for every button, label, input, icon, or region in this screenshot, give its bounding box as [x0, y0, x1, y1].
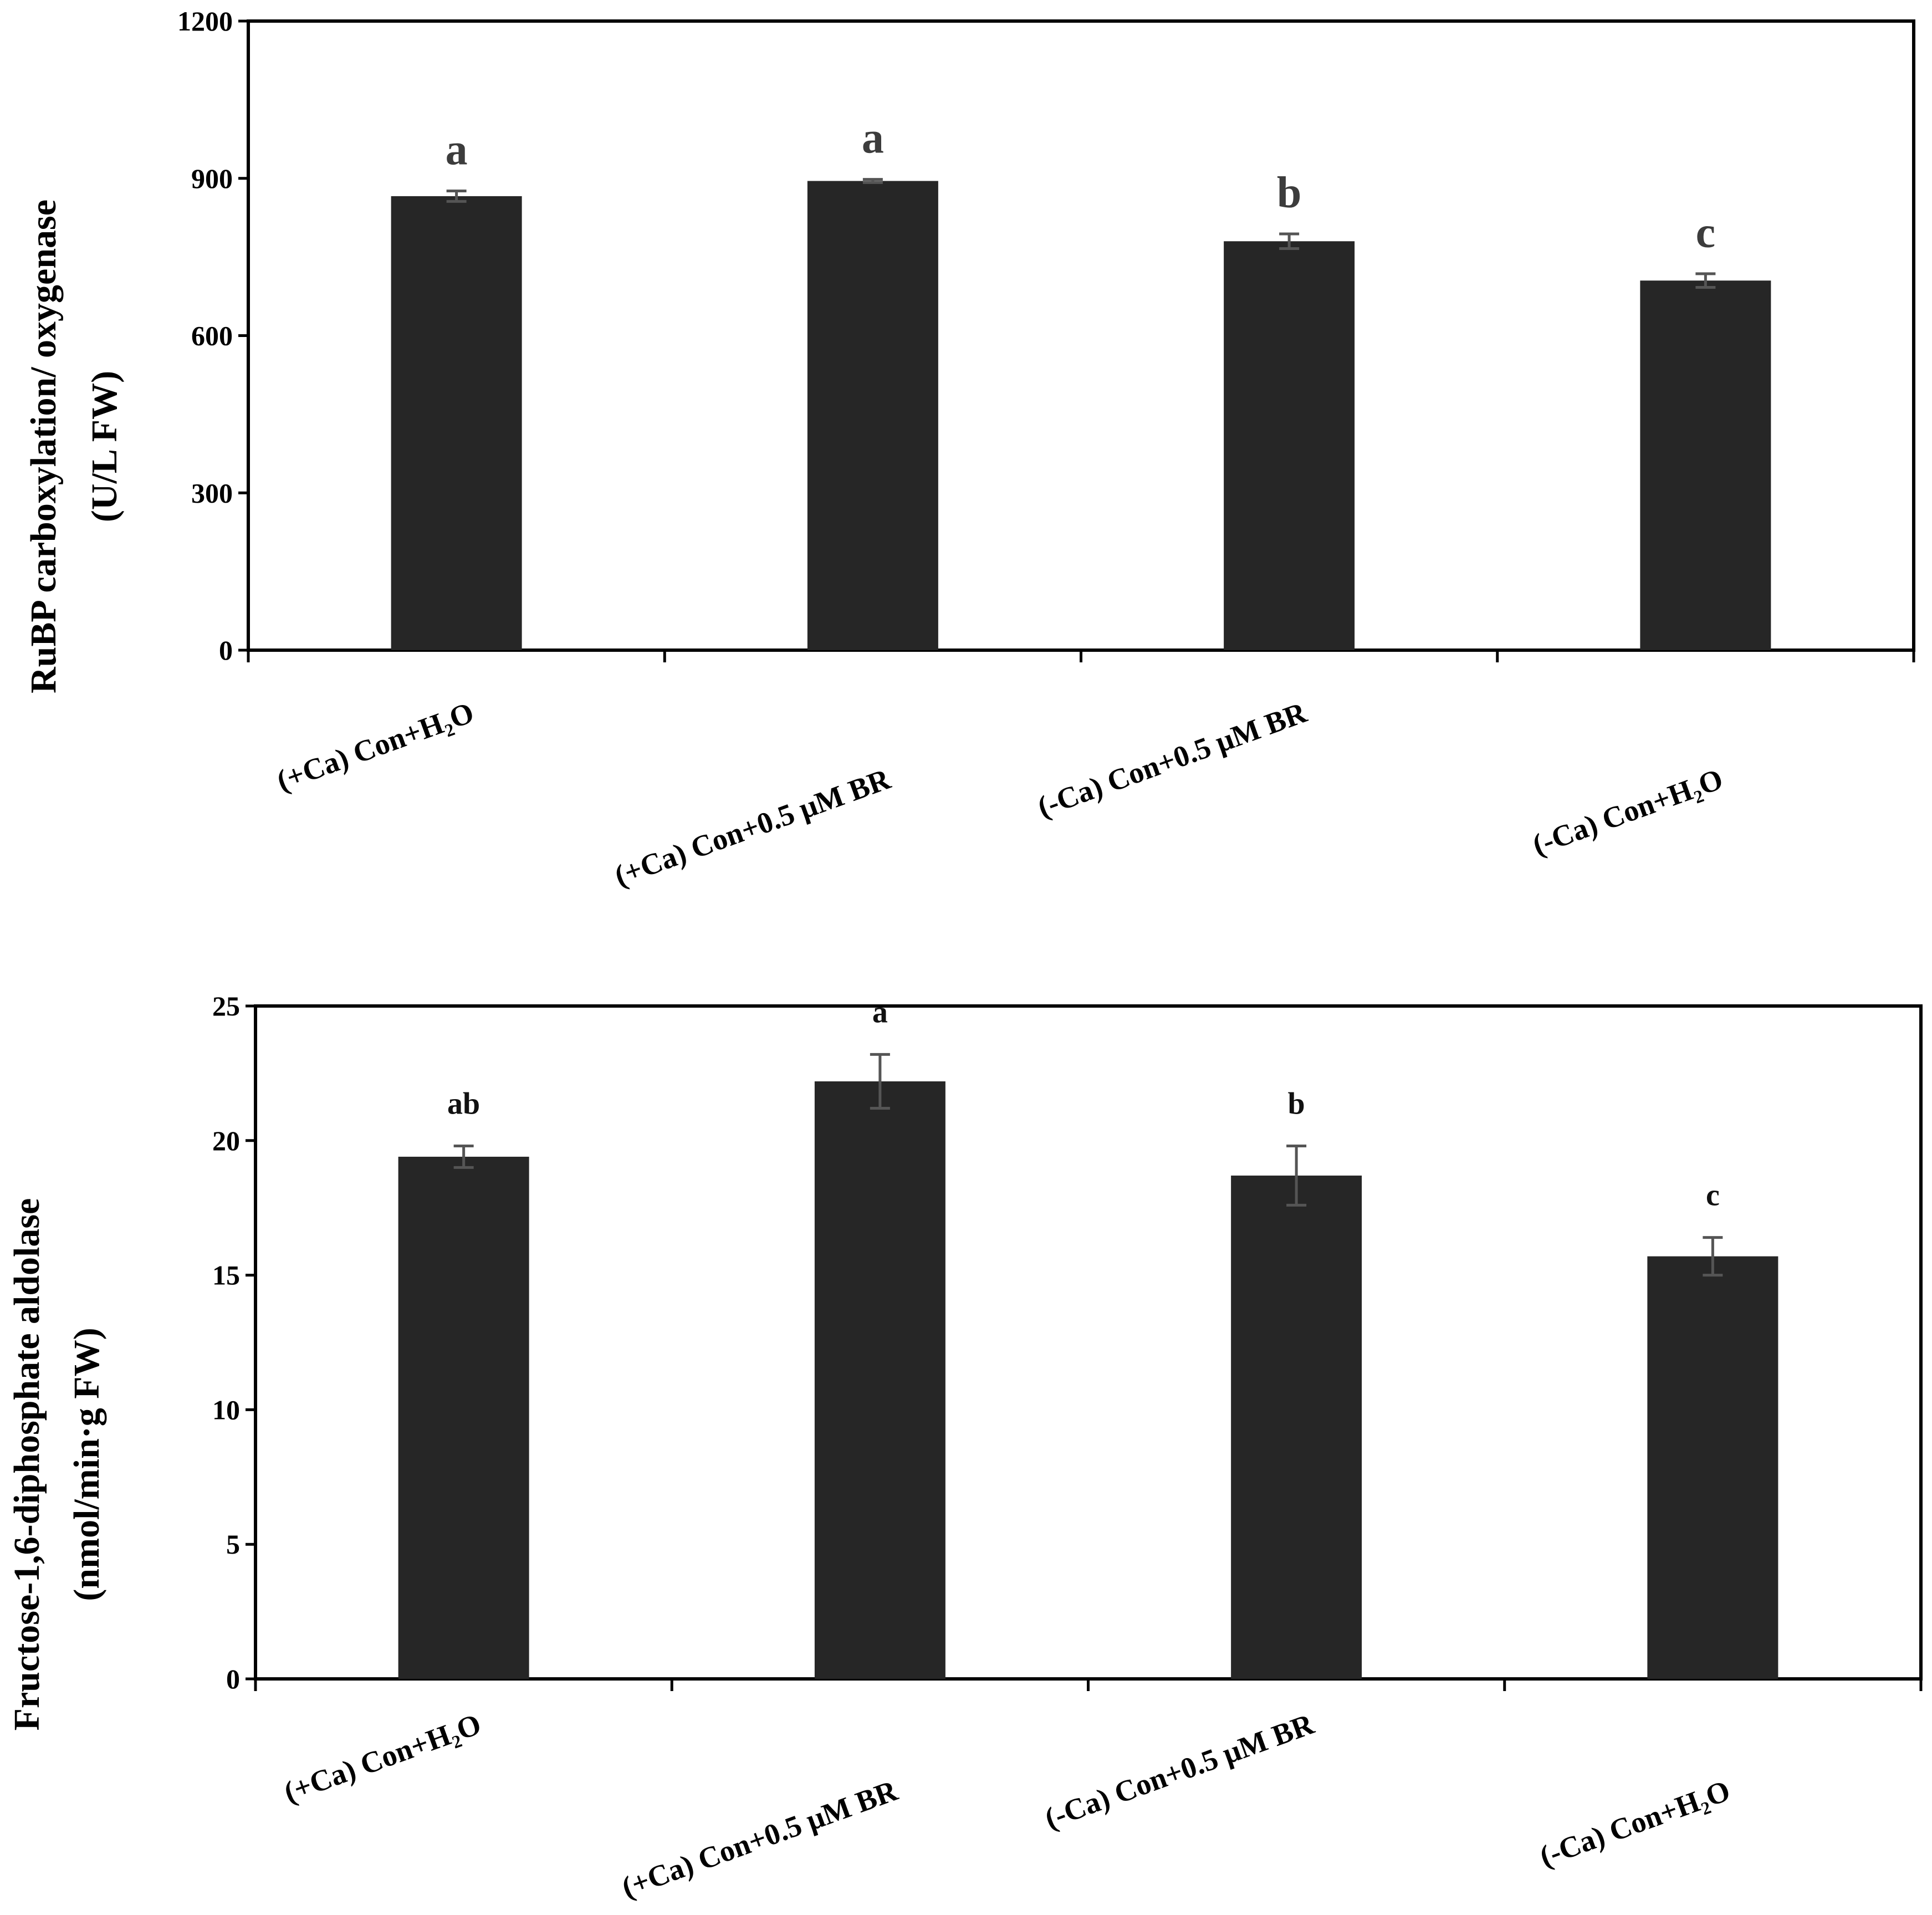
significance-letter: a [872, 995, 888, 1029]
rubp-chart-panel: 0 300 600 900 1200 a (+Ca) Con+H₂O a (+Ca) Con+0… [23, 6, 1915, 893]
y-tick-label: 10 [212, 1394, 240, 1425]
significance-letter: c [1696, 208, 1716, 257]
y-tick-label: 600 [191, 320, 233, 351]
significance-letter: b [1288, 1087, 1305, 1121]
y-tick-label: 25 [212, 990, 240, 1022]
bar [814, 1081, 945, 1679]
x-category-label: (-Ca) Con+0.5 μM BR [1033, 696, 1311, 824]
significance-letter: ab [447, 1087, 480, 1121]
bar [1231, 1175, 1362, 1679]
significance-letter: c [1706, 1178, 1720, 1213]
significance-letter: a [446, 125, 468, 174]
bar [807, 181, 938, 651]
significance-letter: b [1277, 168, 1302, 217]
bar [1224, 241, 1355, 650]
y-axis-title: (nmol/min·g FW) [67, 1327, 107, 1601]
y-tick-label: 5 [226, 1529, 240, 1560]
y-tick-label: 0 [226, 1663, 240, 1694]
y-axis-title: Fructose-1,6-diphosphate aldolase [7, 1198, 47, 1731]
x-category-label: (-Ca) Con+0.5 μM BR [1040, 1707, 1318, 1836]
y-tick-label: 1200 [177, 6, 233, 37]
x-category-label: (-Ca) Con+H₂O [1535, 1774, 1734, 1873]
x-category-label: (-Ca) Con+H₂O [1528, 762, 1727, 862]
x-category-label: (+Ca) Con+H₂O [279, 1707, 485, 1809]
aldolase-chart-panel: 0 5 10 15 20 25 ab (+Ca) Con+H₂O a (+Ca) Con+0.5 … [7, 990, 1923, 1904]
y-tick-label: 300 [191, 477, 233, 508]
bar [398, 1156, 529, 1679]
y-tick-label: 15 [212, 1260, 240, 1291]
y-axis-title: RuBP carboxylation/ oxygenase [23, 200, 64, 693]
x-category-label: (+Ca) Con+H₂O [272, 696, 478, 798]
significance-letter: a [862, 114, 884, 163]
x-category-label: (+Ca) Con+0.5 μM BR [610, 762, 895, 893]
y-tick-label: 900 [191, 163, 233, 194]
bar [391, 196, 522, 650]
y-tick-label: 0 [219, 635, 233, 666]
y-axis-title: (U/L FW) [84, 371, 125, 522]
bar [1640, 280, 1771, 650]
y-tick-label: 20 [212, 1125, 240, 1156]
x-category-label: (+Ca) Con+0.5 μM BR [617, 1774, 902, 1904]
bar [1647, 1256, 1778, 1679]
